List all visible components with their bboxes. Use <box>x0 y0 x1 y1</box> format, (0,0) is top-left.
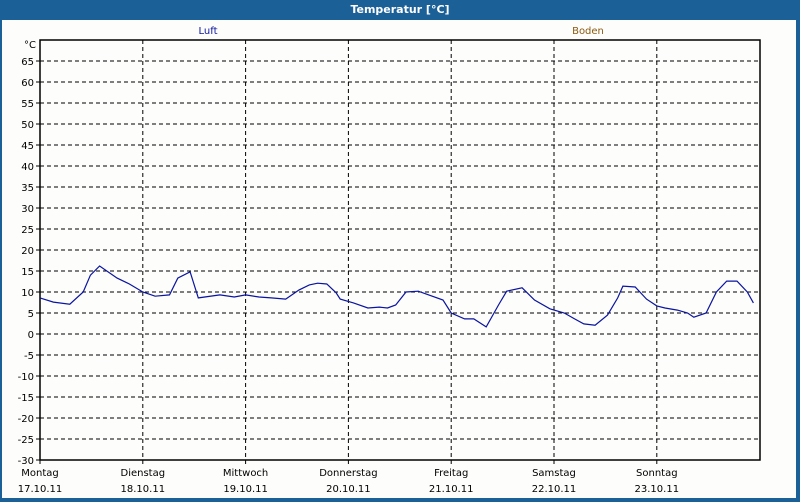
y-tick-label: 40 <box>21 162 34 173</box>
y-tick-label: -30 <box>18 456 34 467</box>
legend-luft: Luft <box>199 26 218 37</box>
x-label-date: 22.10.11 <box>532 484 577 495</box>
y-tick-label: 5 <box>28 309 34 320</box>
y-tick-label: -5 <box>24 351 34 362</box>
y-tick-label: 20 <box>21 246 34 257</box>
y-tick-label: 0 <box>28 330 34 341</box>
x-label-date: 23.10.11 <box>635 484 680 495</box>
legend-boden: Boden <box>572 26 604 37</box>
y-tick-label: -15 <box>18 393 34 404</box>
y-tick-label: 60 <box>21 78 34 89</box>
y-tick-label: 15 <box>21 267 34 278</box>
y-tick-label: 35 <box>21 183 34 194</box>
chart-title: Temperatur [°C] <box>350 3 450 16</box>
x-label-day: Mittwoch <box>223 468 268 479</box>
y-tick-label: 50 <box>21 120 34 131</box>
chart-canvas: Luft Boden -30 -25 -20 -15 -10 -5 0 5 10 15 20 25 30 35… <box>2 20 796 498</box>
y-tick-label: -25 <box>18 435 34 446</box>
x-label-date: 21.10.11 <box>429 484 474 495</box>
x-label-day: Montag <box>21 468 58 479</box>
x-label-date: 19.10.11 <box>223 484 268 495</box>
plot-area-border <box>39 39 761 461</box>
y-tick-label: 55 <box>21 99 34 110</box>
temperature-chart: Luft Boden -30 -25 -20 -15 -10 -5 0 5 10 15 20 25 30 35… <box>18 26 761 495</box>
x-label-day: Freitag <box>434 468 468 479</box>
y-tick-label: 25 <box>21 225 34 236</box>
y-tick-label: 45 <box>21 141 34 152</box>
y-tick-label: 30 <box>21 204 34 215</box>
x-label-day: Donnerstag <box>319 468 377 479</box>
x-label-day: Samstag <box>532 468 576 479</box>
x-label-day: Sonntag <box>636 468 678 479</box>
y-tick-label: -20 <box>18 414 34 425</box>
x-label-date: 18.10.11 <box>121 484 166 495</box>
x-label-date: 20.10.11 <box>326 484 371 495</box>
y-tick-label: 10 <box>21 288 34 299</box>
x-label-day: Dienstag <box>121 468 166 479</box>
y-tick-label: -10 <box>18 372 34 383</box>
y-axis-unit: °C <box>24 40 36 51</box>
series-line-luft <box>39 265 754 328</box>
x-label-date: 17.10.11 <box>18 484 63 495</box>
y-tick-label: 65 <box>21 57 34 68</box>
